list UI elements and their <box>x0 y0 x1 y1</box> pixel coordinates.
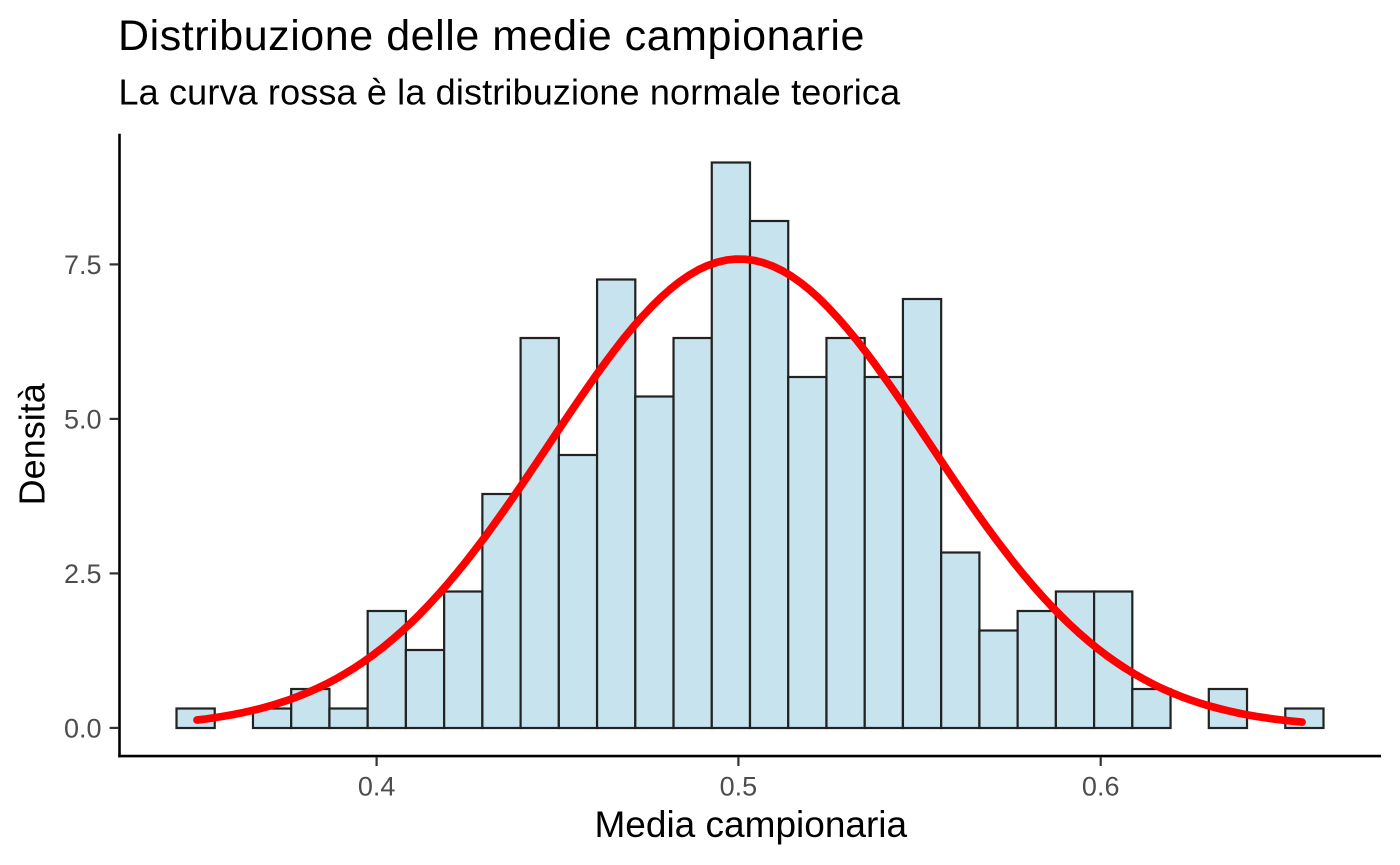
svg-text:7.5: 7.5 <box>64 250 102 280</box>
svg-text:Media campionaria: Media campionaria <box>594 804 907 845</box>
svg-text:0.0: 0.0 <box>64 714 102 744</box>
svg-text:0.6: 0.6 <box>1082 772 1120 802</box>
svg-text:Densità: Densità <box>12 382 53 505</box>
svg-text:2.5: 2.5 <box>64 559 102 589</box>
svg-text:La curva rossa è la distribuzi: La curva rossa è la distribuzione normal… <box>119 71 902 112</box>
svg-text:Distribuzione delle medie camp: Distribuzione delle medie campionarie <box>118 12 865 60</box>
svg-text:0.4: 0.4 <box>358 772 396 802</box>
svg-text:0.5: 0.5 <box>720 772 758 802</box>
svg-text:5.0: 5.0 <box>64 405 102 435</box>
